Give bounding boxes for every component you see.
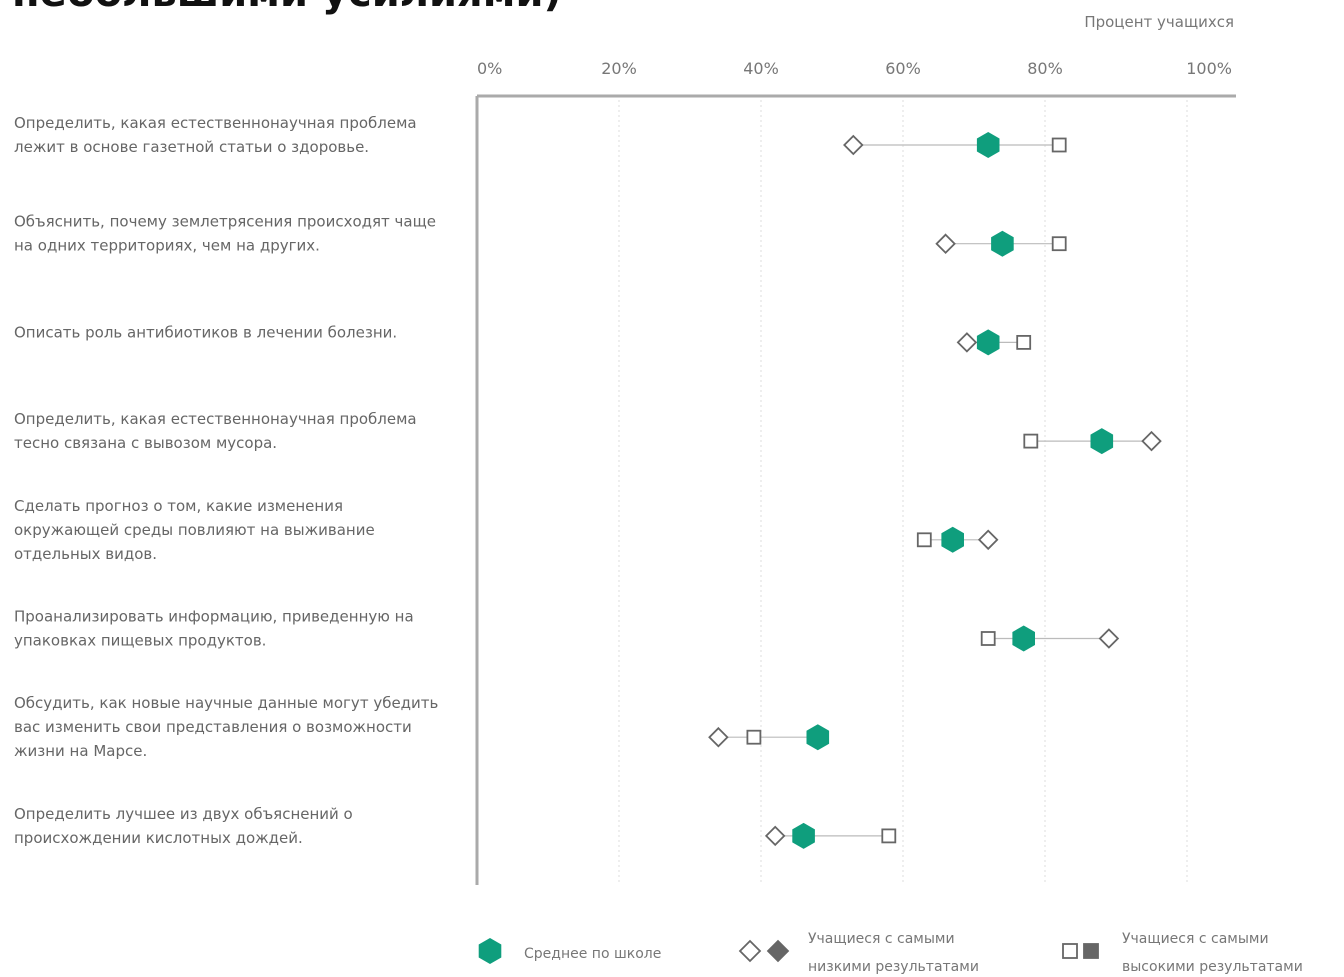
high-performers-point [916,532,932,548]
category-label: происхождении кислотных дождей. [14,829,303,847]
category-label: Сделать прогноз о том, какие изменения [14,497,343,515]
category-label: Описать роль антибиотиков в лечении боле… [14,323,397,341]
school-mean-point [792,822,815,849]
category-label: тесно связана с вывозом мусора. [14,434,277,452]
high-performers-point [1023,433,1039,449]
data-marks [708,132,1162,849]
school-mean-point [941,526,964,553]
high-performers-point [1051,137,1067,153]
school-mean-point [991,230,1014,257]
grid-lines [618,100,1188,885]
low-performers-point [956,332,978,353]
school-mean-point [806,724,830,751]
legend-low-open-marker [738,939,762,963]
high-performers-point [1051,236,1067,252]
category-label: вас изменить свои представления о возмож… [14,718,412,736]
axes: Процент учащихся 0% 20% 40% 60% 80% 100% [475,13,1236,885]
legend-mean-marker [478,938,502,964]
legend: Среднее по школе Учащиеся с самыми низкими… [478,931,1303,975]
low-performers-point [1098,628,1120,649]
low-performers-point [764,825,786,847]
x-axis-title: Процент учащихся [1084,13,1234,31]
school-mean-point [976,329,1000,356]
category-labels: Определить, какая естественнонаучная про… [14,114,438,847]
category-label: Обсудить, как новые научные данные могут… [14,694,438,712]
legend-low-filled-marker [766,939,790,963]
legend-low-label: Учащиеся с самыми [808,931,955,947]
category-label: лежит в основе газетной статьи о здоровь… [14,138,369,156]
category-label: упаковках пищевых продуктов. [14,632,266,650]
school-mean-point [1090,428,1114,455]
legend-high-label: Учащиеся с самыми [1122,931,1269,947]
school-mean-point [1012,625,1035,652]
high-performers-point [881,828,897,844]
high-performers-point [746,729,762,745]
category-label: Определить, какая естественнонаучная про… [14,114,417,132]
x-tick-label: 60% [885,59,921,78]
category-label: на одних территориях, чем на других. [14,237,320,255]
legend-high-label: высокими результатами [1122,959,1303,975]
legend-mean-label: Среднее по школе [524,946,661,962]
category-label: Определить, какая естественнонаучная про… [14,410,417,428]
school-mean-point [976,132,1000,158]
x-tick-label: 100% [1186,59,1232,78]
category-label: Проанализировать информацию, приведенную… [14,608,414,626]
category-label: Определить лучшее из двух объяснений о [14,805,353,823]
low-performers-point [708,726,729,748]
low-performers-point [843,134,864,156]
low-performers-point [1141,430,1162,452]
category-label: отдельных видов. [14,545,157,563]
category-label: окружающей среды повлияют на выживание [14,521,375,539]
x-tick-label: 40% [743,59,779,78]
low-performers-point [977,529,999,551]
legend-high-filled-marker [1083,943,1099,959]
x-tick-label: 20% [601,59,637,78]
legend-high-open-marker [1062,943,1078,959]
high-performers-point [1016,334,1032,350]
x-tick-label: 80% [1027,59,1063,78]
high-performers-point [980,631,996,646]
legend-low-label: низкими результатами [808,959,979,975]
low-performers-point [935,233,956,254]
category-label: Объяснить, почему землетрясения происход… [14,213,436,231]
category-label: жизни на Марсе. [14,742,147,760]
page-title: небольшими усилиями) [12,0,562,16]
x-tick-label: 0% [477,59,502,78]
